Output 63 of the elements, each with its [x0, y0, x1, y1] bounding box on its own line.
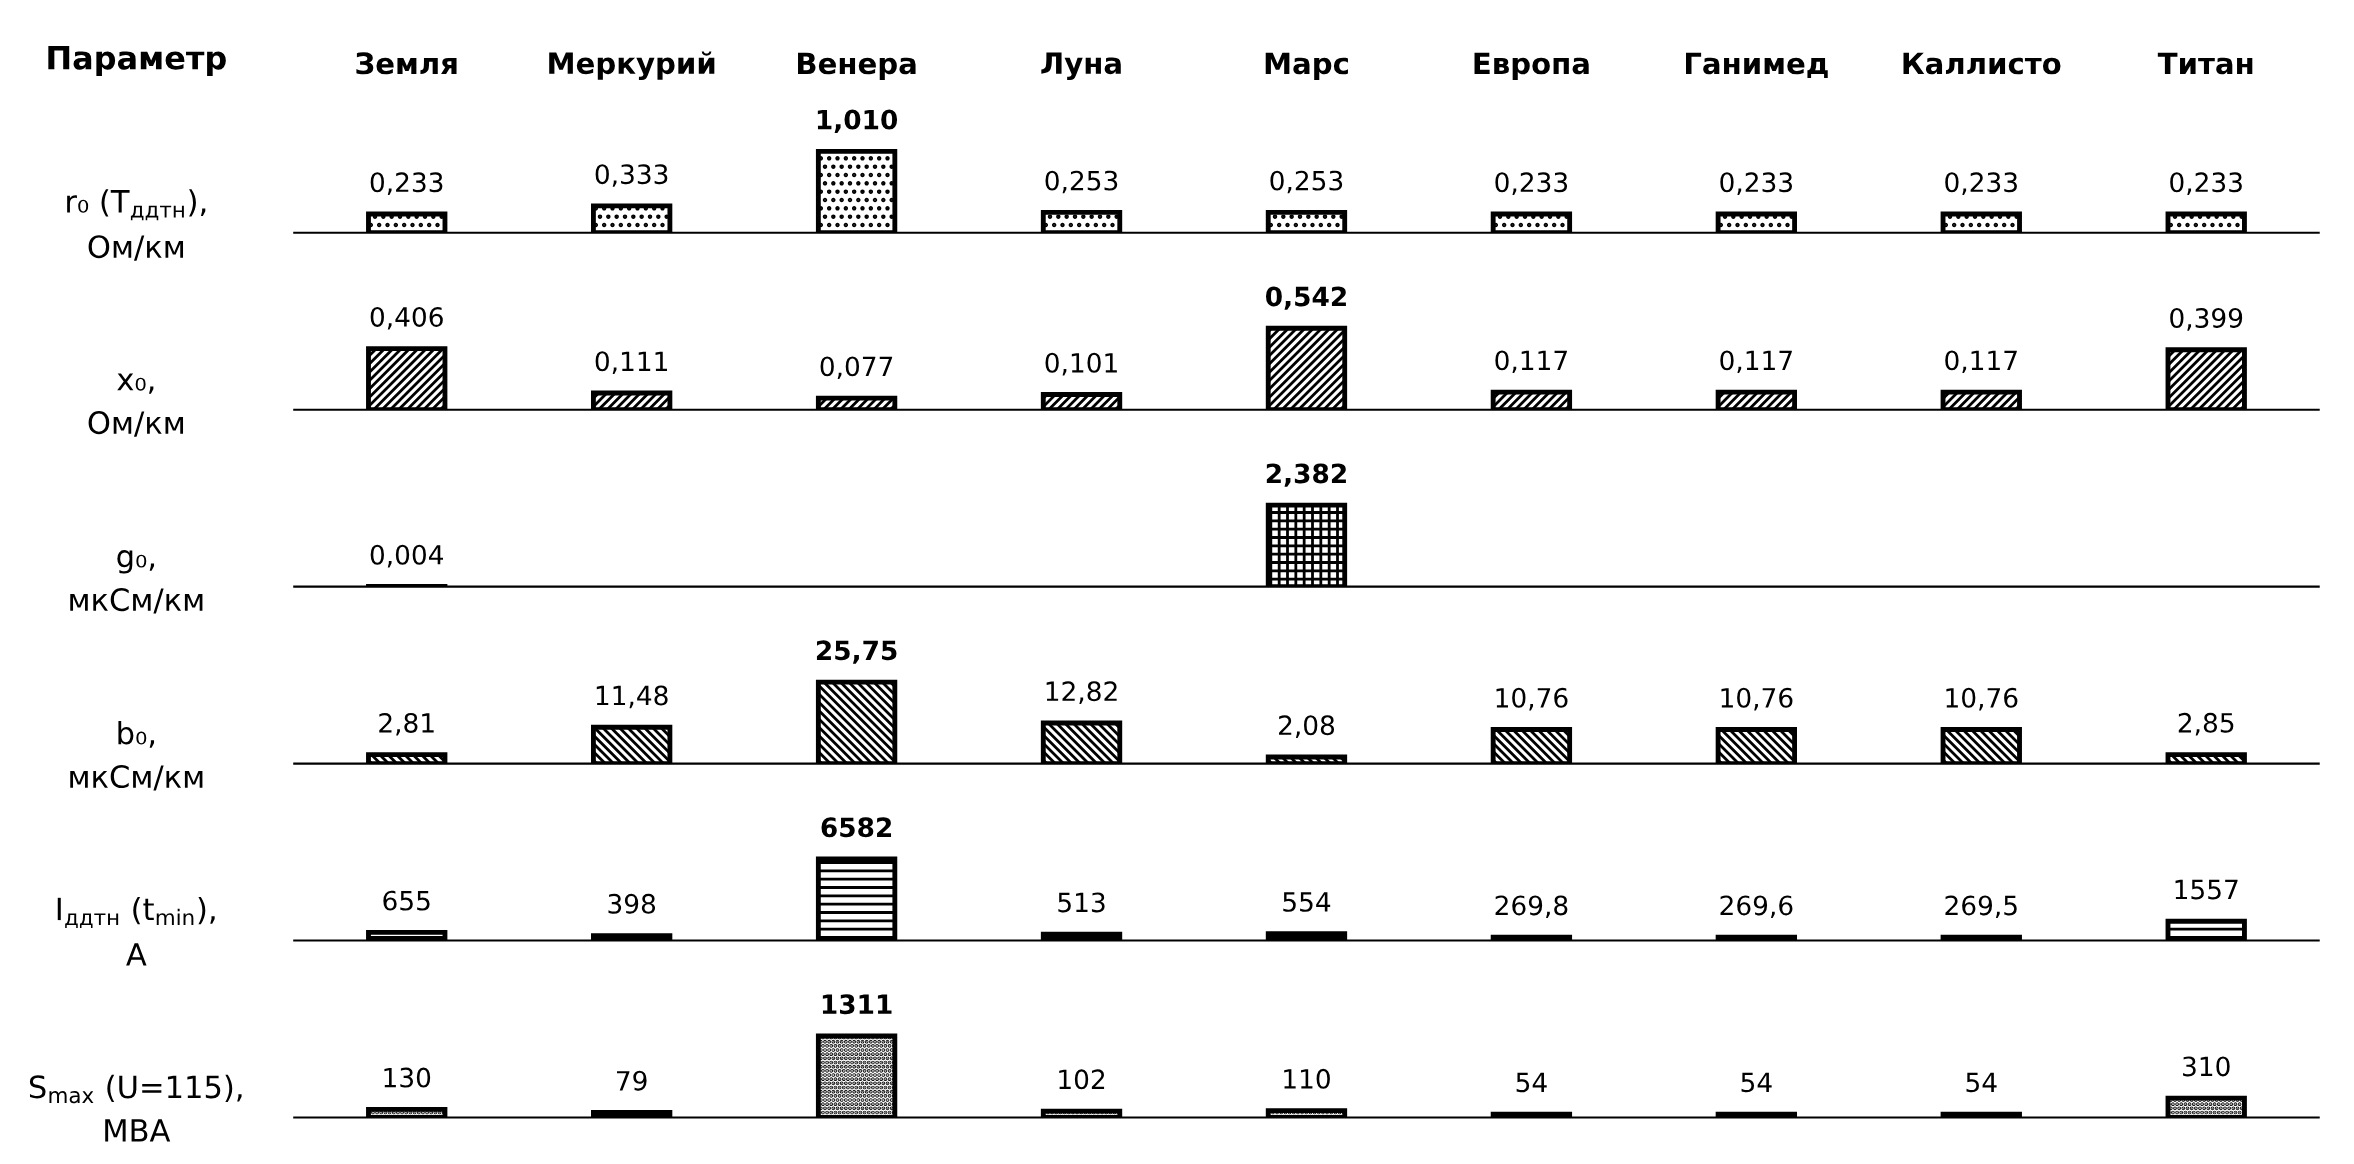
x-tick-label: Земля [356, 52, 457, 75]
data-label: 0,117 [1720, 350, 1792, 374]
data-label: 0,233 [1720, 172, 1792, 195]
data-label: 554 [1283, 892, 1331, 912]
data-label: 0,406 [370, 306, 443, 330]
data-label: 1,010 [817, 109, 898, 133]
data-label: 25,75 [816, 640, 897, 664]
data-label: 0,253 [1270, 170, 1343, 194]
data-label: 12,82 [1046, 681, 1117, 704]
data-label: 0,233 [2170, 172, 2242, 195]
data-label: 0,233 [370, 172, 443, 195]
data-label: 130 [384, 1067, 431, 1088]
data-label: 310 [2183, 1056, 2230, 1077]
data-label: 54 [1516, 1072, 1547, 1093]
data-label: 269,6 [1720, 895, 1793, 919]
x-tick-label: Марс [1265, 52, 1348, 81]
y-axis-title: S$_{max}$ (U=115), МВА [29, 1074, 242, 1142]
text: Параметр [48, 45, 226, 76]
x-tick-label: Ганимед [1686, 52, 1828, 78]
data-label: 10,76 [1721, 687, 1793, 711]
data-label: 10,76 [1496, 687, 1568, 711]
data-label: 11,48 [596, 685, 668, 709]
data-label: 54 [1966, 1072, 1997, 1093]
data-label: 0,101 [1045, 352, 1117, 376]
data-label: 0,253 [1045, 170, 1118, 194]
data-label: 0,333 [595, 164, 668, 187]
data-label: 102 [1059, 1069, 1105, 1090]
data-label: 0,233 [1945, 172, 2017, 195]
data-label: 0,399 [2170, 308, 2243, 331]
data-label: 10,76 [1946, 687, 2018, 711]
text: I$_{ддтн}$ (t$_{min}$), А [57, 896, 215, 966]
x-tick-label: Титан [2157, 52, 2253, 75]
x-tick-label: Каллисто [1903, 52, 2061, 75]
data-label: 2,81 [379, 712, 434, 736]
y-axis-title: b₀, мкСм/км [70, 720, 203, 791]
data-label: 0,117 [1945, 350, 2017, 374]
data-label: 79 [617, 1070, 647, 1091]
x-tick-label: Меркурий [549, 51, 715, 81]
data-label: 513 [1058, 892, 1105, 913]
data-label: 0,117 [1495, 350, 1567, 374]
data-label: 269,5 [1945, 895, 2017, 919]
data-label: 0,111 [595, 351, 667, 374]
x-tick-label: Венера [798, 52, 916, 81]
data-label: 110 [1284, 1068, 1330, 1089]
data-label: 655 [383, 890, 430, 911]
data-label: 1311 [822, 994, 892, 1015]
data-label: 269,8 [1495, 895, 1568, 919]
data-label: 6582 [821, 817, 892, 838]
data-label: 0,077 [820, 356, 893, 380]
data-label: 2,382 [1266, 463, 1346, 487]
data-label: 0,233 [1495, 172, 1568, 195]
y-axis-title: x₀, Ом/км [88, 373, 184, 437]
data-label: 0,004 [370, 544, 444, 568]
data-label: 1557 [2175, 879, 2238, 900]
x-tick-label: Луна [1041, 52, 1121, 81]
y-axis-title: g₀, мкСм/км [70, 550, 203, 614]
data-label: 2,08 [1279, 715, 1335, 738]
data-label: 54 [1741, 1072, 1772, 1093]
data-label: 0,542 [1266, 286, 1346, 310]
data-label: 398 [608, 893, 656, 914]
y-axis-title: r₀ (T$_{ддтн}$), Ом/км [67, 189, 206, 261]
x-tick-label: Европа [1474, 52, 1589, 81]
data-label: 2,85 [2178, 712, 2234, 736]
